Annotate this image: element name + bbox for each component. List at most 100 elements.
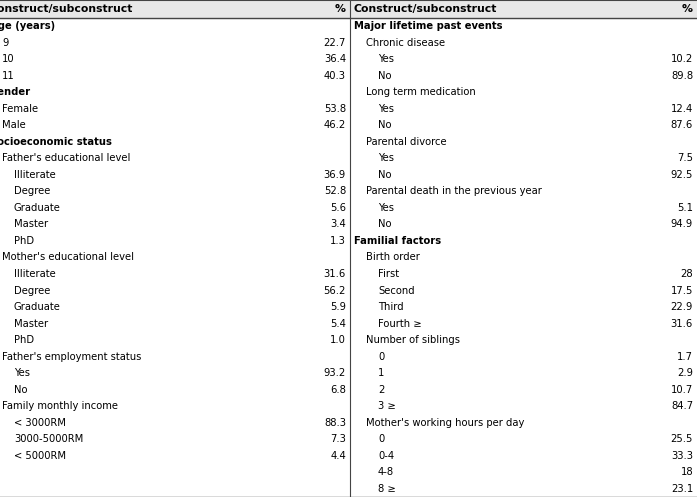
Text: 36.9: 36.9 [323,170,346,180]
Text: 25.5: 25.5 [671,434,693,444]
Text: 22.7: 22.7 [323,38,346,48]
Text: Female: Female [2,104,38,114]
Text: 31.6: 31.6 [671,319,693,329]
Text: No: No [378,71,392,81]
Text: 40.3: 40.3 [324,71,346,81]
Text: Mother's working hours per day: Mother's working hours per day [366,417,524,428]
Text: Construct/subconstruct: Construct/subconstruct [354,4,498,14]
Text: %: % [682,4,693,14]
Text: 0-4: 0-4 [378,451,394,461]
Text: 3 ≥: 3 ≥ [378,401,396,411]
Text: Parental death in the previous year: Parental death in the previous year [366,186,542,196]
Text: Yes: Yes [378,54,394,64]
Bar [350,0,697,18]
Text: 1.7: 1.7 [677,351,693,362]
Text: Degree: Degree [14,186,50,196]
Text: 5.6: 5.6 [330,203,346,213]
Text: 36.4: 36.4 [324,54,346,64]
Text: 8 ≥: 8 ≥ [378,484,396,494]
Text: 7.5: 7.5 [677,154,693,164]
Text: 3.4: 3.4 [330,220,346,230]
Text: Socioeconomic status: Socioeconomic status [0,137,112,147]
Text: 88.3: 88.3 [324,417,346,428]
Text: No: No [378,170,392,180]
Text: Birth order: Birth order [366,252,420,262]
Text: Yes: Yes [378,104,394,114]
Text: 6.8: 6.8 [330,385,346,395]
Text: 0: 0 [378,351,384,362]
Text: 5.1: 5.1 [677,203,693,213]
Text: Illiterate: Illiterate [14,170,56,180]
Text: 10.2: 10.2 [671,54,693,64]
Text: 33.3: 33.3 [671,451,693,461]
Text: Degree: Degree [14,286,50,296]
Text: Familial factors: Familial factors [354,236,441,246]
Text: 84.7: 84.7 [671,401,693,411]
Text: PhD: PhD [14,335,34,345]
Text: Number of siblings: Number of siblings [366,335,460,345]
Text: Mother's educational level: Mother's educational level [2,252,134,262]
Text: 94.9: 94.9 [671,220,693,230]
Text: 0: 0 [378,434,384,444]
Text: Yes: Yes [378,154,394,164]
Text: 52.8: 52.8 [323,186,346,196]
Text: 2.9: 2.9 [677,368,693,378]
Text: 1.0: 1.0 [330,335,346,345]
Text: 93.2: 93.2 [323,368,346,378]
Text: < 3000RM: < 3000RM [14,417,66,428]
Text: 22.9: 22.9 [671,302,693,312]
Text: Yes: Yes [14,368,30,378]
Text: PhD: PhD [14,236,34,246]
Text: 4.4: 4.4 [330,451,346,461]
Text: Graduate: Graduate [14,203,61,213]
Text: 1.3: 1.3 [330,236,346,246]
Text: 12.4: 12.4 [671,104,693,114]
Text: Age (years): Age (years) [0,21,55,31]
Text: Parental divorce: Parental divorce [366,137,447,147]
Text: 28: 28 [680,269,693,279]
Text: Graduate: Graduate [14,302,61,312]
Text: Master: Master [14,220,48,230]
Text: No: No [378,220,392,230]
Text: 23.1: 23.1 [671,484,693,494]
Text: Chronic disease: Chronic disease [366,38,445,48]
Text: No: No [14,385,27,395]
Text: 10: 10 [2,54,15,64]
Text: 31.6: 31.6 [323,269,346,279]
Text: 3000-5000RM: 3000-5000RM [14,434,83,444]
Text: Family monthly income: Family monthly income [2,401,118,411]
Text: 11: 11 [2,71,15,81]
Text: 10.7: 10.7 [671,385,693,395]
Text: Illiterate: Illiterate [14,269,56,279]
Text: 92.5: 92.5 [671,170,693,180]
Bar [0,0,350,18]
Text: 1: 1 [378,368,384,378]
Text: No: No [378,120,392,130]
Text: < 5000RM: < 5000RM [14,451,66,461]
Text: Long term medication: Long term medication [366,87,476,97]
Text: 4-8: 4-8 [378,467,394,477]
Text: Father's educational level: Father's educational level [2,154,130,164]
Text: 17.5: 17.5 [671,286,693,296]
Text: 53.8: 53.8 [324,104,346,114]
Text: Yes: Yes [378,203,394,213]
Text: Second: Second [378,286,415,296]
Text: 18: 18 [680,467,693,477]
Text: Construct/subconstruct: Construct/subconstruct [0,4,133,14]
Text: Third: Third [378,302,404,312]
Text: 89.8: 89.8 [671,71,693,81]
Text: 9: 9 [2,38,8,48]
Text: Male: Male [2,120,26,130]
Text: 7.3: 7.3 [330,434,346,444]
Text: Gender: Gender [0,87,31,97]
Text: First: First [378,269,399,279]
Text: 5.4: 5.4 [330,319,346,329]
Text: Father's employment status: Father's employment status [2,351,141,362]
Text: Fourth ≥: Fourth ≥ [378,319,422,329]
Text: 2: 2 [378,385,384,395]
Text: 87.6: 87.6 [671,120,693,130]
Text: 46.2: 46.2 [323,120,346,130]
Text: Major lifetime past events: Major lifetime past events [354,21,503,31]
Text: Master: Master [14,319,48,329]
Text: 56.2: 56.2 [323,286,346,296]
